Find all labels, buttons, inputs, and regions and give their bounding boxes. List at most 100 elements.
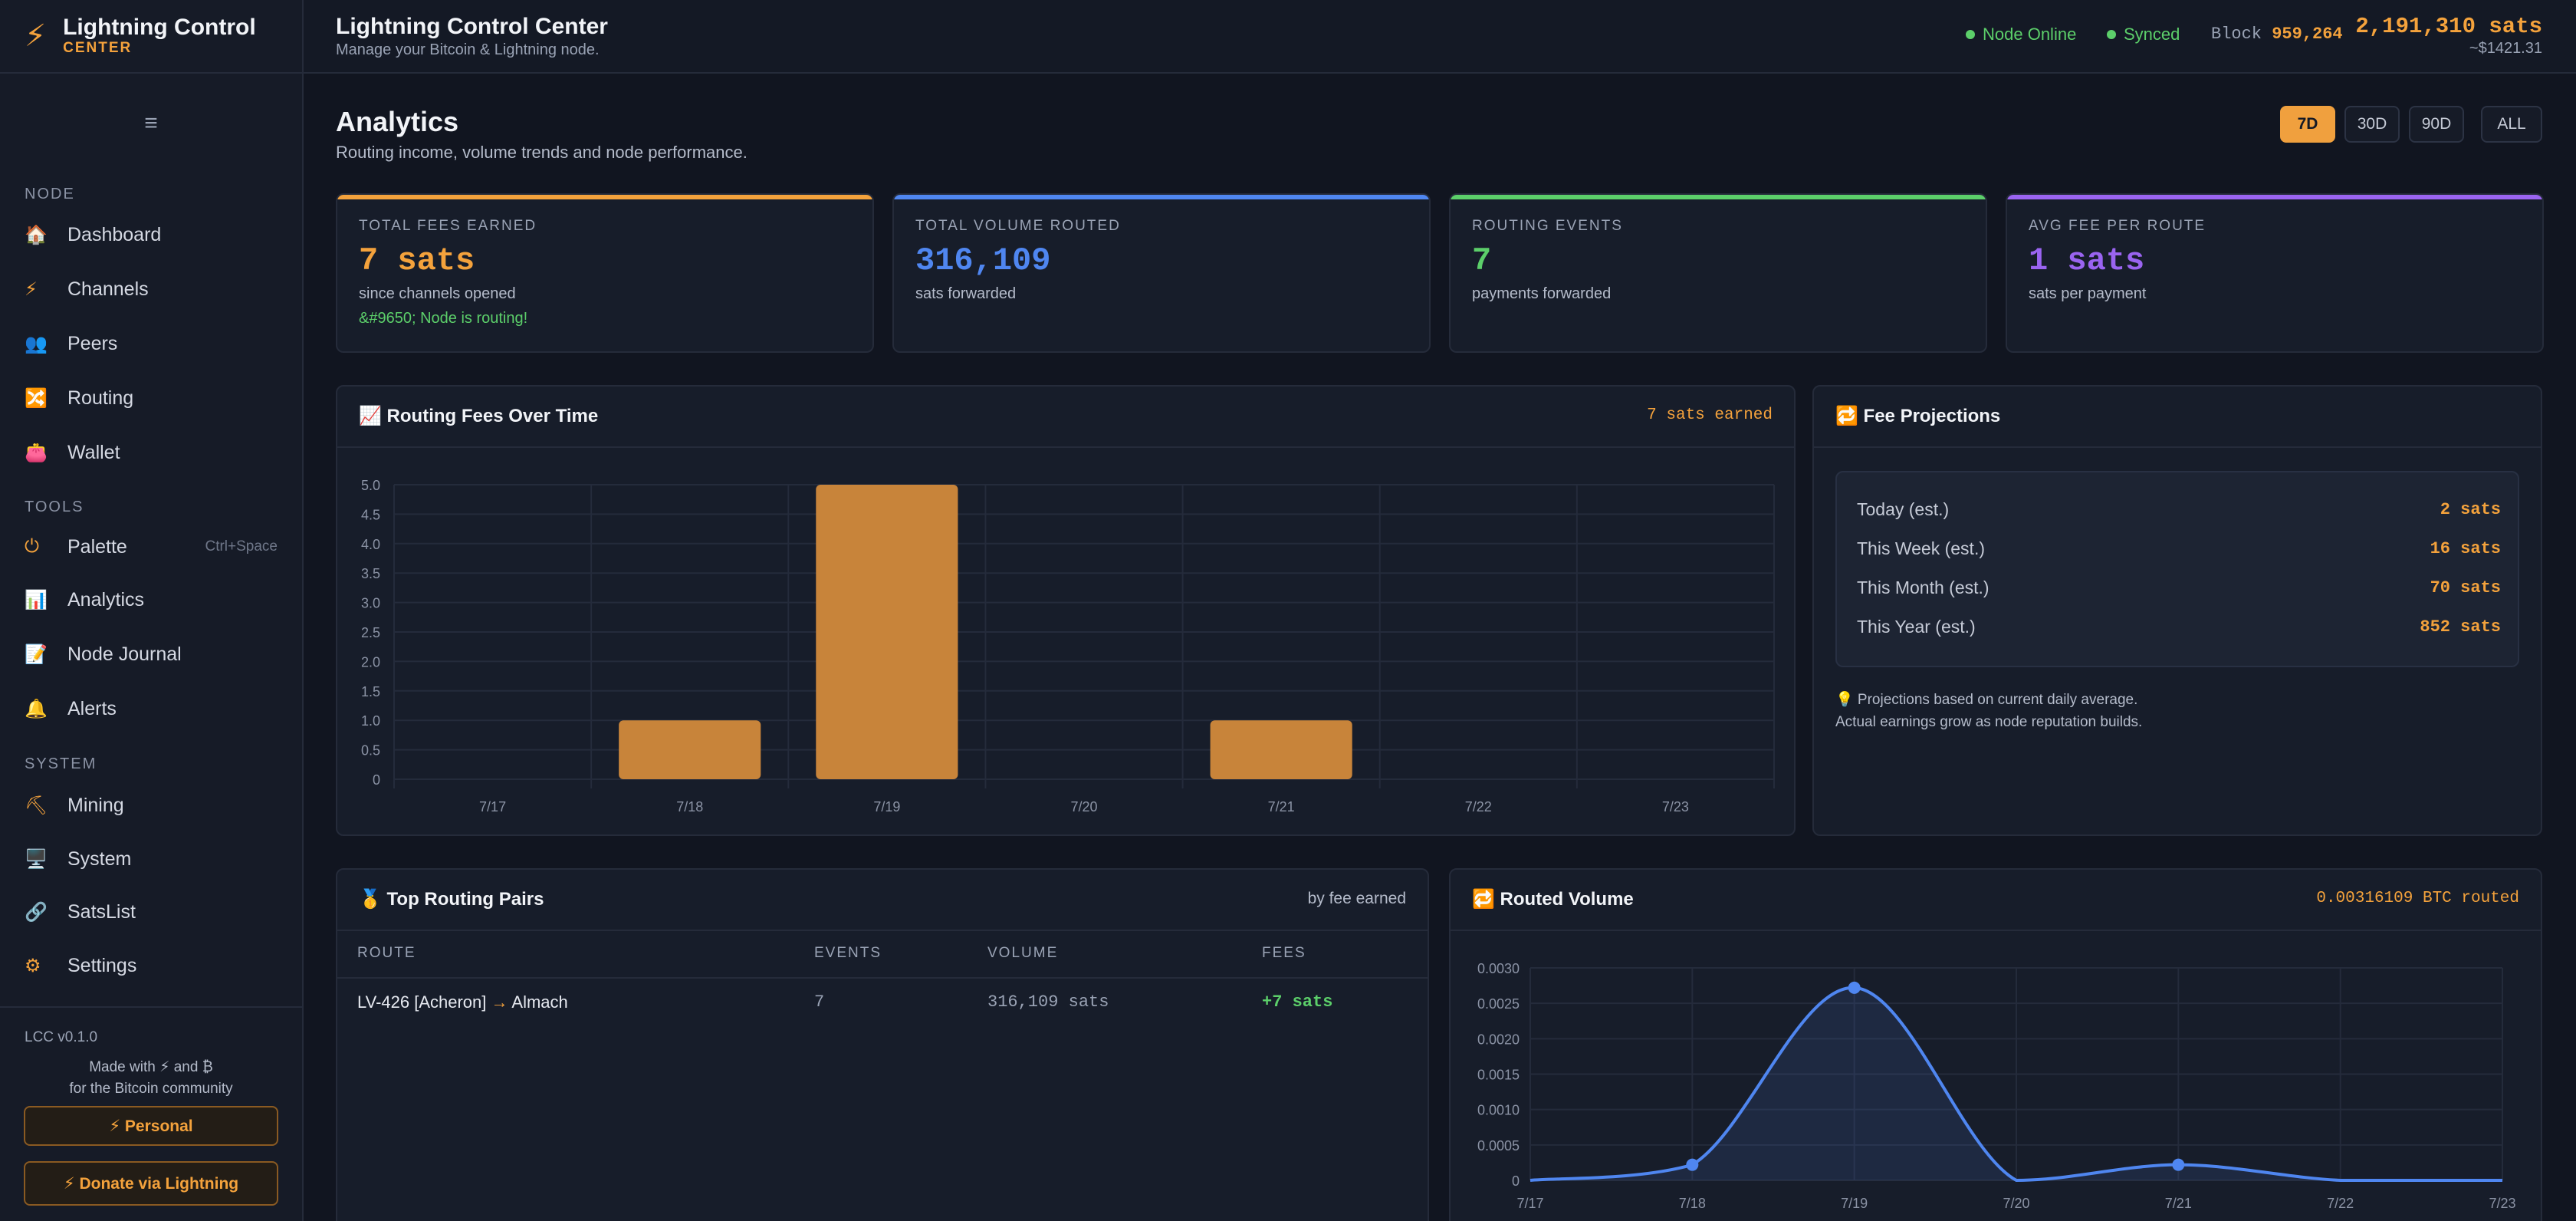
section-label-system: SYSTEM xyxy=(25,755,97,772)
sidebar-item-system[interactable]: 🖥️ System xyxy=(25,838,278,880)
card-avg-fee: AVG FEE PER ROUTE 1 sats sats per paymen… xyxy=(2006,193,2544,353)
fee-projections-panel: 🔁 Fee Projections Today (est.) 2 sats Thi… xyxy=(1812,385,2542,836)
block-value: 959,264 xyxy=(2272,25,2343,44)
range-30d-button[interactable]: 30D xyxy=(2344,106,2400,143)
x-tick-label: 7/23 xyxy=(1662,799,1689,815)
sidebar-item-channels[interactable]: ⚡ Channels xyxy=(25,268,278,311)
sidebar-item-satslist[interactable]: 🔗 SatsList xyxy=(25,890,278,933)
wallet-icon: 👛 xyxy=(25,442,48,463)
volume-point xyxy=(2172,1158,2185,1171)
projection-value: 852 sats xyxy=(2420,617,2501,637)
sidebar-item-alerts[interactable]: 🔔 Alerts xyxy=(25,687,278,730)
sidebar-item-label: System xyxy=(67,847,132,870)
sidebar-item-mining[interactable]: ⛏ Mining xyxy=(25,784,278,827)
block-label: Block xyxy=(2211,25,2262,44)
x-tick-label: 7/21 xyxy=(1268,799,1295,815)
route-from: LV-426 [Acheron] xyxy=(357,992,487,1012)
card-desc: payments forwarded xyxy=(1472,285,1612,302)
fees-earned-summary: 7 sats earned xyxy=(1647,406,1773,424)
card-accent-bar xyxy=(1451,195,1986,199)
card-note: &#9650; Node is routing! xyxy=(359,310,528,327)
y-tick-label: 0.0025 xyxy=(1477,996,1520,1012)
table-divider xyxy=(337,977,1428,979)
bar-chart-icon: 📊 xyxy=(25,589,48,610)
x-tick-label: 7/23 xyxy=(2489,1196,2515,1211)
y-tick-label: 0.0020 xyxy=(1477,1032,1520,1047)
donate-button[interactable]: ⚡ Donate via Lightning xyxy=(24,1161,278,1206)
status-dot-icon xyxy=(1966,30,1975,39)
x-tick-label: 7/22 xyxy=(2327,1196,2354,1211)
volume-point xyxy=(1686,1158,1699,1171)
sidebar-item-peers[interactable]: 👥 Peers xyxy=(25,322,278,365)
range-all-button[interactable]: ALL xyxy=(2481,106,2542,143)
link-icon: 🔗 xyxy=(25,901,48,923)
sidebar-item-routing[interactable]: 🔀 Routing xyxy=(25,377,278,420)
sidebar-item-label: Peers xyxy=(67,332,118,354)
column-header-route: ROUTE xyxy=(357,945,416,961)
panel-header: 📈 Routing Fees Over Time 7 sats earned xyxy=(337,387,1794,448)
lightning-icon: ⚡ xyxy=(25,278,38,300)
y-tick-label: 2.5 xyxy=(361,625,380,640)
projection-row: This Month (est.) 70 sats xyxy=(1857,572,2501,603)
sidebar-item-palette[interactable]: ⏻ Palette Ctrl+Space xyxy=(25,525,278,568)
y-tick-label: 3.5 xyxy=(361,566,380,581)
sidebar-item-node-journal[interactable]: 📝 Node Journal xyxy=(25,633,278,676)
version-label: LCC v0.1.0 xyxy=(25,1029,98,1045)
sidebar-item-label: Dashboard xyxy=(67,223,162,245)
range-90d-button[interactable]: 90D xyxy=(2409,106,2464,143)
header-subtitle: Manage your Bitcoin & Lightning node. xyxy=(336,41,600,58)
y-tick-label: 0.0010 xyxy=(1477,1103,1520,1118)
sidebar-item-dashboard[interactable]: 🏠 Dashboard xyxy=(25,213,278,256)
y-tick-label: 5.0 xyxy=(361,478,380,493)
sidebar-item-analytics[interactable]: 📊 Analytics xyxy=(25,578,278,621)
top-header: Lightning Control Center Manage your Bit… xyxy=(304,0,2576,74)
fee-bar xyxy=(816,485,958,779)
projection-label: This Month (est.) xyxy=(1857,577,1990,597)
column-header-fees: FEES xyxy=(1262,945,1306,961)
card-total-fees: TOTAL FEES EARNED 7 sats since channels … xyxy=(336,193,874,353)
wallet-balance-usd: ~$1421.31 xyxy=(2469,40,2542,57)
y-tick-label: 3.0 xyxy=(361,596,380,611)
page-subtitle: Routing income, volume trends and node p… xyxy=(336,143,748,162)
x-tick-label: 7/20 xyxy=(2003,1196,2029,1211)
panel-title: 🔁 Routed Volume xyxy=(1472,889,1634,910)
sidebar-item-label: SatsList xyxy=(67,900,136,923)
panel-header: 🥇 Top Routing Pairs by fee earned xyxy=(337,870,1428,931)
sidebar: ⚡ Lightning Control CENTER ≡ NODE 🏠 Dashb… xyxy=(0,0,304,1221)
y-tick-label: 0 xyxy=(373,772,380,788)
sidebar-item-wallet[interactable]: 👛 Wallet xyxy=(25,431,278,474)
card-total-volume: TOTAL VOLUME ROUTED 316,109 sats forward… xyxy=(892,193,1431,353)
fees-cell: +7 sats xyxy=(1262,992,1333,1012)
sidebar-item-label: Mining xyxy=(67,794,124,816)
sidebar-item-settings[interactable]: ⚙ Settings xyxy=(25,944,278,987)
card-desc: since channels opened xyxy=(359,285,516,302)
fee-bar xyxy=(619,720,761,779)
projection-value: 16 sats xyxy=(2430,538,2501,558)
card-label: AVG FEE PER ROUTE xyxy=(2029,218,2206,234)
lightning-icon: ⚡ xyxy=(25,19,47,53)
status-text: Node Online xyxy=(1983,25,2077,44)
arrow-right-icon: → xyxy=(491,992,508,1012)
routed-volume-chart: 0 0.0005 0.0010 0.0015 0.0020 0.0025 0.0030 7/1… xyxy=(1477,961,2516,1211)
projection-label: Today (est.) xyxy=(1857,499,1950,519)
y-tick-label: 1.0 xyxy=(361,713,380,729)
brand[interactable]: ⚡ Lightning Control CENTER xyxy=(0,0,302,74)
card-value: 7 xyxy=(1472,242,1492,279)
card-accent-bar xyxy=(2007,195,2542,199)
shuffle-icon: 🔀 xyxy=(25,387,48,409)
x-tick-label: 7/20 xyxy=(1070,799,1097,815)
header-title: Lightning Control Center xyxy=(336,14,608,39)
column-header-volume: VOLUME xyxy=(987,945,1059,961)
y-tick-label: 2.0 xyxy=(361,654,380,670)
card-label: TOTAL VOLUME ROUTED xyxy=(915,218,1121,234)
projection-value: 2 sats xyxy=(2440,499,2501,519)
projection-note-line-2: Actual earnings grow as node reputation … xyxy=(1835,714,2143,730)
projection-row: Today (est.) 2 sats xyxy=(1857,494,2501,525)
x-tick-label: 7/17 xyxy=(479,799,506,815)
pickaxe-icon: ⛏ xyxy=(25,795,48,816)
x-tick-label: 7/21 xyxy=(2165,1196,2192,1211)
menu-toggle-icon[interactable]: ≡ xyxy=(144,110,158,136)
range-7d-button[interactable]: 7D xyxy=(2280,106,2335,143)
personal-button[interactable]: ⚡ Personal xyxy=(24,1106,278,1146)
